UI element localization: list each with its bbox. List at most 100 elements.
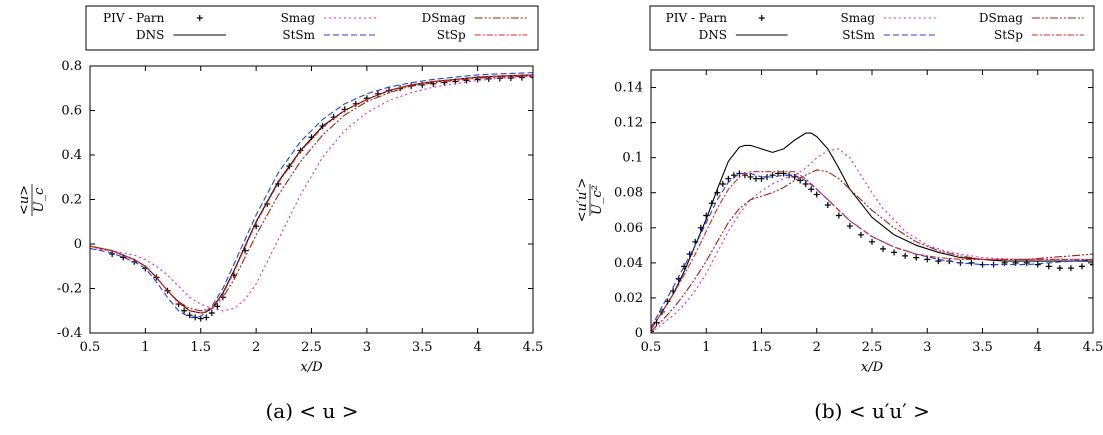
- y-axis-label: <u′u′> U_c²: [575, 178, 605, 222]
- x-axis-label: x/D: [300, 360, 323, 375]
- y-tick-label: 0: [74, 237, 82, 252]
- legend-label-piv-parn: PIV - Parn: [103, 11, 165, 25]
- series-line-dns: [651, 132, 1093, 330]
- data-point-piv-parn: [1056, 265, 1063, 272]
- legend-box: [649, 5, 1095, 51]
- figure-caption: (a) < u >: [266, 399, 359, 423]
- data-point-piv-parn: [1045, 263, 1052, 270]
- series-line-stsp: [90, 74, 533, 314]
- legend-swatch-piv-parn: [196, 15, 203, 21]
- data-point-piv-parn: [780, 170, 787, 177]
- legend-label-stsm: StSm: [282, 28, 315, 42]
- legend-label-dns: DNS: [699, 28, 727, 42]
- legend-swatch-piv-parn: [758, 15, 765, 21]
- data-point-piv-parn: [835, 212, 842, 219]
- data-point-piv-parn: [1067, 265, 1074, 272]
- data-point-piv-parn: [902, 252, 909, 259]
- x-axis-label: x/D: [861, 360, 884, 375]
- x-tick-label: 4.5: [523, 340, 544, 355]
- figure-caption: (b) < u′u′ >: [814, 399, 930, 423]
- y-tick-label: 0.2: [61, 193, 82, 208]
- data-point-piv-parn: [968, 259, 975, 266]
- data-point-piv-parn: [703, 212, 710, 219]
- y-tick-label: 0.08: [614, 186, 643, 201]
- y-tick-label: 0.4: [61, 148, 82, 163]
- data-point-piv-parn: [725, 175, 732, 182]
- legend-label-dsmag: DSmag: [422, 11, 466, 25]
- series-line-stsm: [90, 72, 533, 318]
- y-tick-label: 0.6: [61, 104, 82, 119]
- x-tick-label: 0.5: [80, 340, 101, 355]
- y-tick-label: 0.02: [614, 291, 643, 306]
- legend-label-dsmag: DSmag: [979, 11, 1023, 25]
- data-point-piv-parn: [857, 231, 864, 238]
- legend-label-smag: Smag: [281, 11, 316, 25]
- series-group: [90, 72, 533, 322]
- y-axis-label-denominator: U_c²: [590, 185, 605, 215]
- data-point-piv-parn: [935, 258, 942, 265]
- panel-b: 0.5 1 1.5 2 2.5 3 3.5 4 4.5 0 0.02 0.04 0.06 0.08 0.1 0…: [575, 5, 1103, 423]
- x-tick-label: 2.5: [301, 340, 322, 355]
- legend-label-piv-parn: PIV - Parn: [666, 11, 728, 25]
- data-point-piv-parn: [808, 186, 815, 193]
- x-tick-label: 2: [813, 340, 821, 355]
- y-tick-label: 0: [635, 326, 643, 341]
- legend: PIV - Parn DNS Smag StSm DSmag StSp: [649, 5, 1095, 51]
- data-point-piv-parn: [203, 314, 210, 321]
- data-point-piv-parn: [802, 180, 809, 187]
- y-tick-label: 0.06: [614, 221, 643, 236]
- y-tick-label: -0.4: [57, 326, 82, 341]
- series-line-stsp: [651, 171, 1093, 330]
- x-tick-label: 1.5: [190, 340, 211, 355]
- y-tick-label: 0.8: [61, 59, 82, 74]
- y-tick-label: -0.2: [57, 282, 82, 297]
- x-tick-label: 1: [141, 340, 149, 355]
- y-tick-label: 0.04: [614, 256, 643, 271]
- data-point-piv-parn: [1090, 261, 1093, 268]
- data-point-piv-parn: [824, 202, 831, 209]
- series-group: [651, 132, 1093, 333]
- legend-box: [85, 5, 539, 51]
- y-axis-label-denominator: U_c: [32, 187, 47, 212]
- x-tick-label: 3.5: [972, 340, 993, 355]
- legend-label-stsp: StSp: [994, 28, 1023, 42]
- data-point-piv-parn: [913, 254, 920, 261]
- x-tick-label: 4: [1034, 340, 1042, 355]
- data-point-piv-parn: [181, 307, 188, 314]
- data-point-piv-parn: [846, 223, 853, 230]
- data-point-piv-parn: [208, 309, 215, 316]
- panel-a: 0.5 1 1.5 2 2.5 3 3.5 4 4.5 -0.4 -0.2 0 0.2 0.4 0.6 0.8…: [17, 5, 544, 423]
- data-point-piv-parn: [747, 173, 754, 180]
- data-point-piv-parn: [869, 238, 875, 245]
- data-point-piv-parn: [813, 191, 820, 198]
- x-tick-label: 3: [363, 340, 371, 355]
- data-point-piv-parn: [1034, 261, 1041, 268]
- x-tick-label: 1.5: [751, 340, 772, 355]
- legend-label-smag: Smag: [841, 11, 876, 25]
- x-tick-label: 4: [473, 340, 481, 355]
- series-line-stsm: [651, 172, 1093, 328]
- data-point-piv-parn: [214, 303, 221, 310]
- x-tick-label: 3: [923, 340, 931, 355]
- y-axis-label-numerator: <u>: [17, 185, 32, 215]
- legend: PIV - Parn DNS Smag StSm DSmag StSp: [85, 5, 539, 51]
- data-point-piv-parn: [797, 177, 804, 184]
- y-tick-label: 0.14: [614, 81, 643, 96]
- x-tick-label: 2.5: [862, 340, 883, 355]
- series-line-smag: [90, 75, 533, 312]
- plot-frame: [650, 69, 1094, 334]
- y-axis-label: <u> U_c: [17, 184, 47, 216]
- legend-label-stsm: StSm: [842, 28, 875, 42]
- x-tick-label: 4.5: [1083, 340, 1103, 355]
- y-axis-label-numerator: <u′u′>: [575, 178, 590, 222]
- data-point-piv-parn: [651, 328, 654, 333]
- plot-frame: [89, 65, 534, 334]
- data-point-piv-parn: [308, 134, 315, 141]
- legend-label-stsp: StSp: [437, 28, 466, 42]
- data-point-piv-parn: [752, 175, 759, 182]
- data-point-piv-parn: [719, 180, 726, 187]
- y-tick-label: 0.1: [622, 151, 643, 166]
- x-tick-label: 2: [252, 340, 260, 355]
- data-point-piv-parn: [891, 249, 898, 256]
